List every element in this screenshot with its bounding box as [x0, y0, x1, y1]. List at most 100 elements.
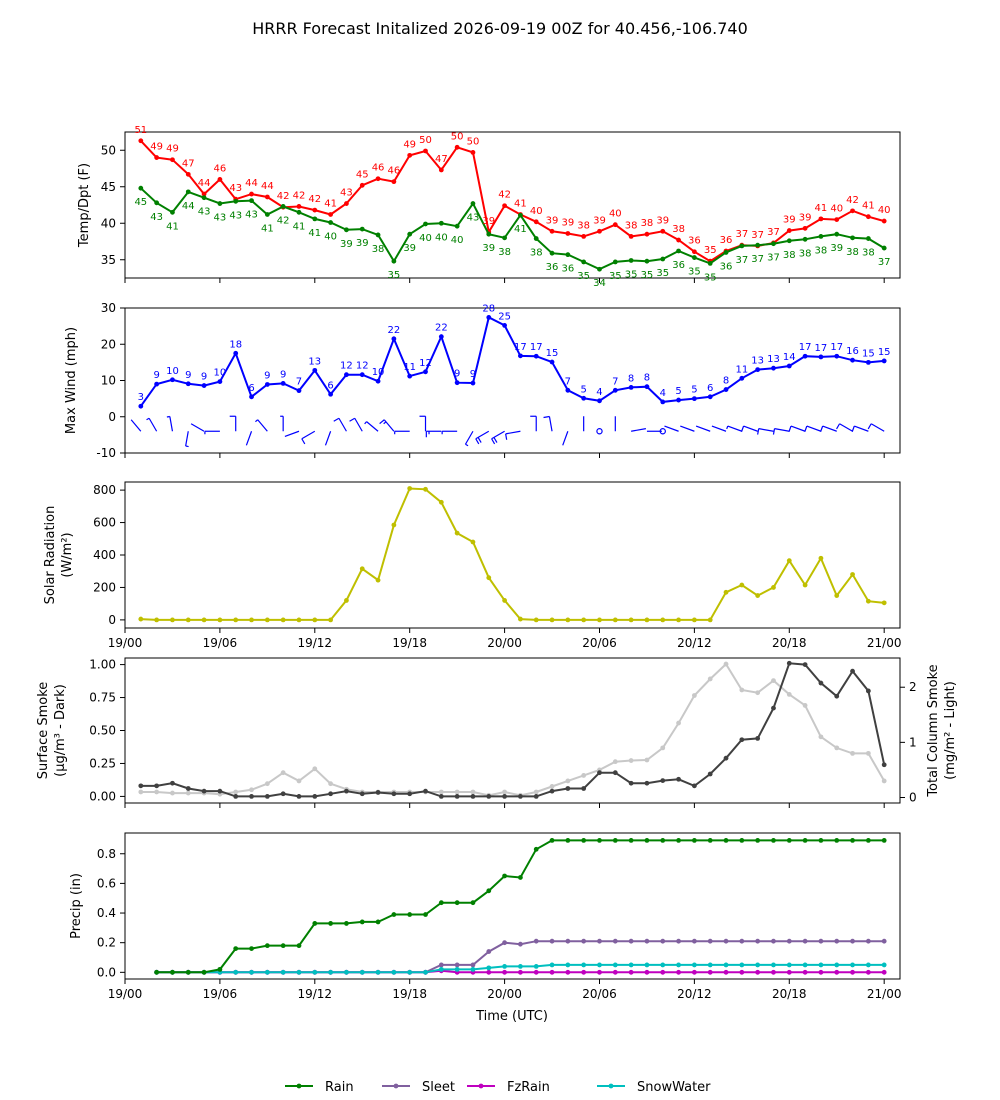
wind-value-label: 7 — [565, 376, 571, 387]
dewpoint-value-label: 39 — [830, 243, 843, 254]
wind-value-label: 22 — [388, 325, 401, 336]
column-smoke-point — [865, 750, 871, 756]
dewpoint-point — [723, 250, 729, 255]
sleet-precip-point — [786, 938, 792, 944]
snowwater-precip-point — [296, 969, 302, 975]
wind-barb — [284, 430, 300, 437]
temp-value-label: 35 — [704, 245, 717, 256]
sleet-precip-point — [502, 940, 507, 946]
wind-barb — [464, 430, 474, 447]
wind-point — [612, 387, 618, 393]
temp-value-label: 40 — [609, 209, 622, 220]
surface-smoke-point — [644, 780, 650, 786]
dewpoint-point — [612, 259, 618, 265]
rain-precip-point — [502, 873, 507, 879]
surface-smoke-point — [533, 794, 539, 799]
wind-barb — [695, 425, 711, 432]
temp-value-label: 39 — [799, 212, 812, 223]
rain-precip-point — [423, 912, 428, 917]
y-tick-label: 35 — [101, 253, 116, 267]
wind-barb — [190, 423, 205, 432]
wind-barb — [185, 431, 189, 448]
dewpoint-value-label: 38 — [372, 244, 385, 255]
solar-point — [597, 617, 602, 623]
wind-point — [565, 387, 571, 393]
rain-precip-point — [312, 921, 318, 926]
temp-value-label: 39 — [783, 215, 796, 226]
rain-precip-point — [771, 838, 776, 843]
dewpoint-point — [201, 195, 207, 201]
dewpoint-value-label: 38 — [799, 248, 812, 259]
dewpoint-value-label: 35 — [641, 270, 654, 281]
rain-precip-point — [264, 943, 270, 949]
x-tick-label: 19/18 — [392, 987, 427, 1001]
sleet-precip-point — [850, 938, 855, 944]
dewpoint-value-label: 43 — [198, 207, 211, 218]
wind-point — [850, 357, 855, 363]
wind-point — [818, 354, 824, 360]
fzrain-precip-point — [771, 969, 776, 975]
temp-value-label: 43 — [229, 183, 242, 194]
surface-smoke-point — [264, 794, 270, 799]
surface-smoke-point — [312, 794, 318, 799]
dewpoint-point — [423, 221, 428, 227]
wind-point — [170, 377, 175, 383]
temp-value-label: 44 — [245, 178, 258, 189]
temp-point — [438, 167, 444, 173]
axes-frame — [124, 307, 901, 454]
sleet-precip-point — [723, 938, 729, 944]
wind-value-label: 7 — [296, 377, 302, 388]
surface-smoke-point — [154, 783, 160, 789]
temp-value-label: 38 — [641, 218, 654, 229]
y-tick-label: 0.25 — [89, 756, 116, 770]
sleet-precip-point — [865, 938, 871, 944]
column-smoke-point — [264, 781, 270, 787]
wind-barb — [425, 430, 442, 438]
smoke-panel: 0.00 0.25 0.50 0.75 1.00 0 1 2 Surface Smoke (μg/… — [36, 657, 958, 808]
temp-point — [407, 152, 413, 158]
rain-precip-line — [156, 839, 885, 974]
dewpoint-value-label: 41 — [166, 221, 179, 232]
precip-panel: 19/00 19/06 19/12 19/18 20/00 20/06 20/12 20/18… — [69, 832, 901, 1001]
x-axis-label: Time (UTC) — [475, 1009, 548, 1024]
y-tick-label: 600 — [93, 516, 116, 530]
rain-precip-point — [565, 838, 571, 843]
dewpoint-value-label: 35 — [688, 267, 701, 278]
temp-value-label: 38 — [577, 220, 590, 231]
wind-value-label: 8 — [644, 373, 650, 384]
temp-point — [881, 218, 887, 224]
dewpoint-point — [549, 250, 555, 256]
temp-point — [850, 208, 855, 214]
sleet-precip-point — [581, 938, 587, 944]
temp-value-label: 42 — [846, 195, 859, 206]
temp-value-label: 37 — [751, 230, 764, 241]
wind-axis-label: Max Wind (mph) — [64, 327, 79, 434]
rain-precip-point — [865, 838, 871, 843]
legend-item-snowwater: SnowWater — [597, 1080, 711, 1095]
temp-point — [296, 204, 302, 209]
dewpoint-value-label: 40 — [419, 233, 432, 244]
temp-value-label: 38 — [625, 220, 638, 231]
dewpoint-value-label: 36 — [672, 260, 685, 271]
wind-value-label: 6 — [327, 380, 333, 391]
temp-value-label: 40 — [878, 205, 891, 216]
wind-value-label: 10 — [166, 366, 179, 377]
temp-value-label: 50 — [451, 131, 464, 142]
surface-smoke-point — [581, 786, 587, 791]
y-tick-label: 0.0 — [97, 965, 116, 979]
temp-value-label: 39 — [656, 215, 669, 226]
wind-value-label: 9 — [264, 370, 270, 381]
wind-point — [185, 381, 191, 387]
dewpoint-point — [802, 236, 808, 242]
temp-point — [597, 228, 602, 234]
x-tick-label: 21/00 — [867, 636, 902, 650]
dewpoint-point — [581, 259, 587, 265]
temp-value-label: 47 — [182, 158, 195, 169]
snowwater-precip-point — [881, 962, 887, 968]
dewpoint-point — [391, 258, 397, 264]
wind-barb — [836, 423, 853, 432]
wind-point — [296, 388, 302, 394]
temp-point — [502, 203, 507, 209]
surface-smoke-point — [786, 660, 792, 666]
